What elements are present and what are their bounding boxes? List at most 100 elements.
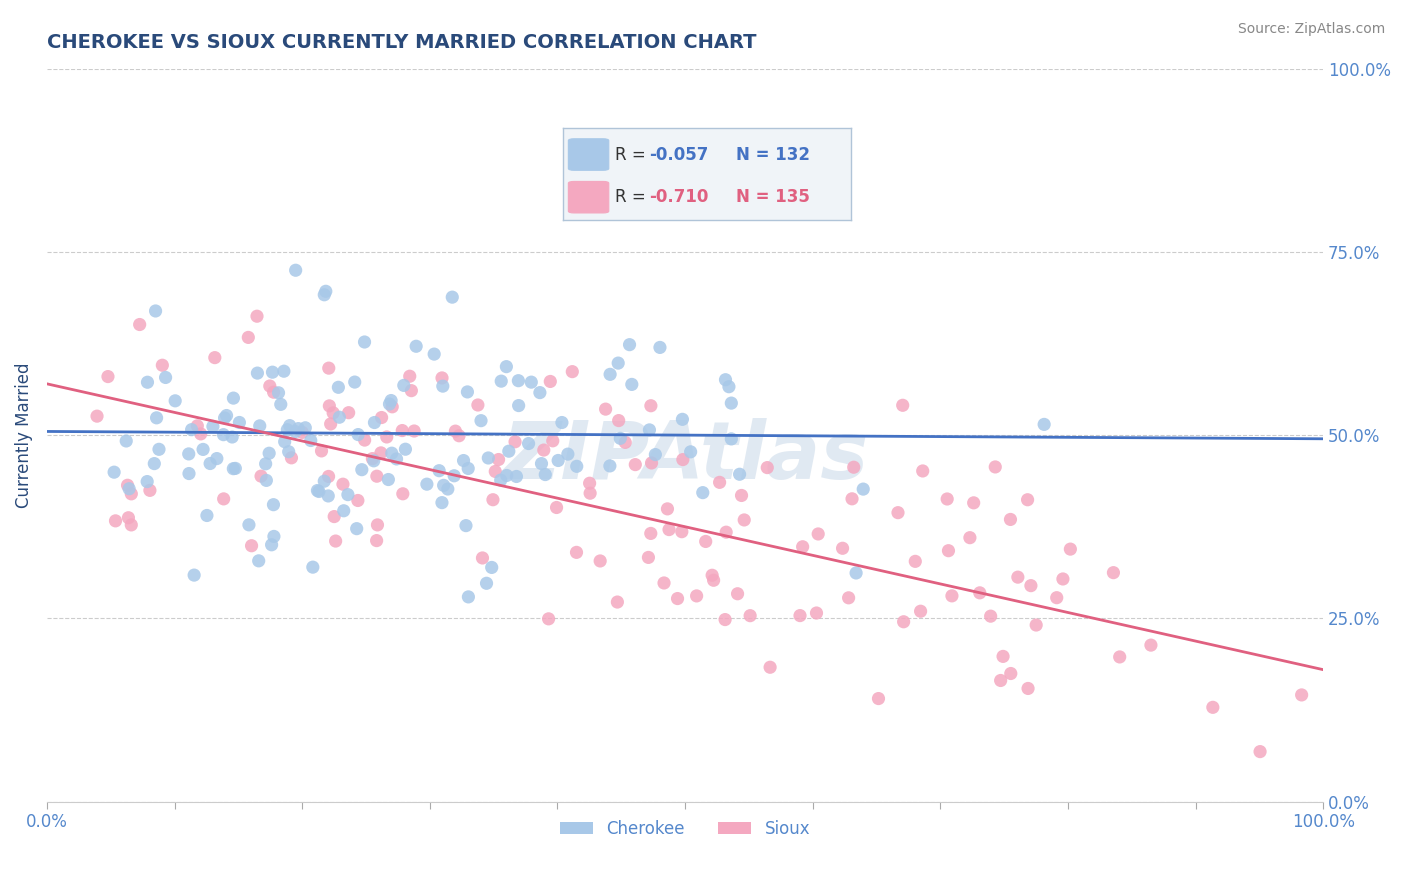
Point <box>353 433 375 447</box>
Point <box>1025 618 1047 632</box>
Point <box>392 487 415 501</box>
Point <box>262 498 284 512</box>
Point <box>363 454 385 468</box>
Point <box>427 464 450 478</box>
Point <box>457 461 479 475</box>
Point <box>679 445 702 459</box>
Point <box>637 550 659 565</box>
Point <box>370 446 392 460</box>
Point <box>489 374 512 388</box>
Point <box>284 425 307 439</box>
Point <box>1033 417 1056 432</box>
Point <box>347 427 370 442</box>
Text: N = 132: N = 132 <box>735 145 810 163</box>
Point <box>284 263 307 277</box>
Point <box>941 589 963 603</box>
Point <box>1019 579 1042 593</box>
Point <box>692 485 714 500</box>
Point <box>366 469 388 483</box>
Point <box>222 461 245 475</box>
Point <box>495 359 517 374</box>
Point <box>444 424 467 438</box>
Point <box>806 606 828 620</box>
Point <box>456 384 478 399</box>
Point <box>565 459 588 474</box>
Point <box>658 523 681 537</box>
Point <box>118 482 141 496</box>
Point <box>759 660 782 674</box>
Point <box>204 351 226 365</box>
Point <box>714 373 737 387</box>
Point <box>240 539 263 553</box>
Point <box>1052 572 1074 586</box>
Point <box>471 551 494 566</box>
Point <box>546 500 568 515</box>
Point <box>488 452 510 467</box>
Y-axis label: Currently Married: Currently Married <box>15 362 32 508</box>
Point <box>350 463 373 477</box>
Point <box>177 467 200 481</box>
Point <box>671 524 693 539</box>
Point <box>86 409 108 424</box>
Point <box>394 442 416 457</box>
Text: CHEROKEE VS SIOUX CURRENTLY MARRIED CORRELATION CHART: CHEROKEE VS SIOUX CURRENTLY MARRIED CORR… <box>46 33 756 52</box>
Point <box>538 375 561 389</box>
Point <box>222 391 245 405</box>
Text: ZIPAtlas: ZIPAtlas <box>502 418 868 496</box>
Point <box>477 450 499 465</box>
Point <box>447 429 470 443</box>
Point <box>401 384 423 398</box>
Point <box>347 493 370 508</box>
Point <box>280 450 302 465</box>
Point <box>120 517 142 532</box>
Point <box>911 464 934 478</box>
Point <box>311 443 333 458</box>
Point <box>938 543 960 558</box>
Point <box>273 434 295 449</box>
Point <box>353 334 375 349</box>
Point <box>328 380 350 394</box>
Point <box>263 385 285 400</box>
Point <box>733 513 755 527</box>
Point <box>887 506 910 520</box>
Point <box>228 416 250 430</box>
Point <box>609 431 631 445</box>
Point <box>254 457 277 471</box>
Point <box>392 378 415 392</box>
Point <box>212 491 235 506</box>
FancyBboxPatch shape <box>568 139 609 170</box>
Point <box>195 508 218 523</box>
Point <box>792 540 814 554</box>
Point <box>644 448 666 462</box>
Point <box>155 370 177 384</box>
Point <box>498 444 520 458</box>
Text: N = 135: N = 135 <box>735 188 810 206</box>
Point <box>517 436 540 450</box>
Point <box>385 452 408 467</box>
Point <box>640 399 662 413</box>
Point <box>212 427 235 442</box>
Point <box>530 457 553 471</box>
Point <box>404 424 426 438</box>
Point <box>533 443 555 458</box>
Point <box>263 529 285 543</box>
Point <box>145 304 167 318</box>
Point <box>224 461 246 475</box>
Point <box>143 457 166 471</box>
Point <box>318 399 340 413</box>
Point <box>606 595 628 609</box>
FancyBboxPatch shape <box>568 181 609 213</box>
Point <box>714 613 737 627</box>
Point <box>599 458 621 473</box>
Point <box>789 608 811 623</box>
Point <box>136 475 159 489</box>
Point <box>717 380 740 394</box>
Point <box>561 365 583 379</box>
Point <box>838 591 860 605</box>
Point <box>893 615 915 629</box>
Point <box>319 417 342 431</box>
Point <box>145 410 167 425</box>
Point <box>963 496 986 510</box>
Point <box>709 475 731 490</box>
Point <box>314 287 336 301</box>
